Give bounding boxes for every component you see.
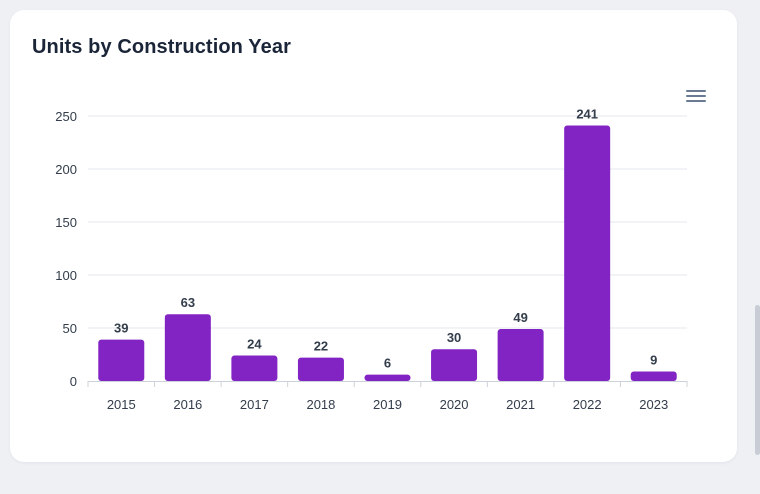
page-scrollbar[interactable] [755,305,760,455]
chart-title: Units by Construction Year [32,36,291,58]
x-tick-label: 2022 [573,397,602,412]
x-tick-label: 2023 [639,397,668,412]
data-label: 49 [513,310,527,325]
hamburger-menu-icon[interactable] [686,90,706,104]
data-label: 30 [447,330,461,345]
data-label: 6 [384,356,391,371]
x-tick-label: 2017 [240,397,269,412]
bar-2022[interactable] [564,125,611,381]
x-tick-label: 2020 [440,397,469,412]
data-label: 22 [314,339,328,354]
bar-2015[interactable] [98,339,145,381]
x-tick-label: 2015 [107,397,136,412]
bar-2019[interactable] [364,374,411,381]
bar-2016[interactable] [164,314,211,381]
bar-2020[interactable] [431,349,478,381]
bar-2023[interactable] [630,371,677,381]
x-tick-label: 2021 [506,397,535,412]
y-tick-label: 0 [70,374,77,389]
y-tick-label: 200 [55,162,77,177]
x-tick-label: 2018 [306,397,335,412]
x-tick-label: 2019 [373,397,402,412]
y-tick-label: 250 [55,109,77,124]
data-label: 39 [114,321,128,336]
y-tick-label: 50 [63,321,77,336]
y-tick-label: 150 [55,215,77,230]
y-tick-label: 100 [55,268,77,283]
data-label: 9 [650,352,657,367]
bar-2021[interactable] [497,329,544,381]
data-label: 241 [576,107,598,122]
bar-2018[interactable] [297,357,344,381]
data-label: 24 [247,337,262,352]
x-tick-label: 2016 [173,397,202,412]
chart-card: Units by Construction Year [10,10,737,462]
bar-2017[interactable] [231,355,278,381]
data-label: 63 [181,295,195,310]
